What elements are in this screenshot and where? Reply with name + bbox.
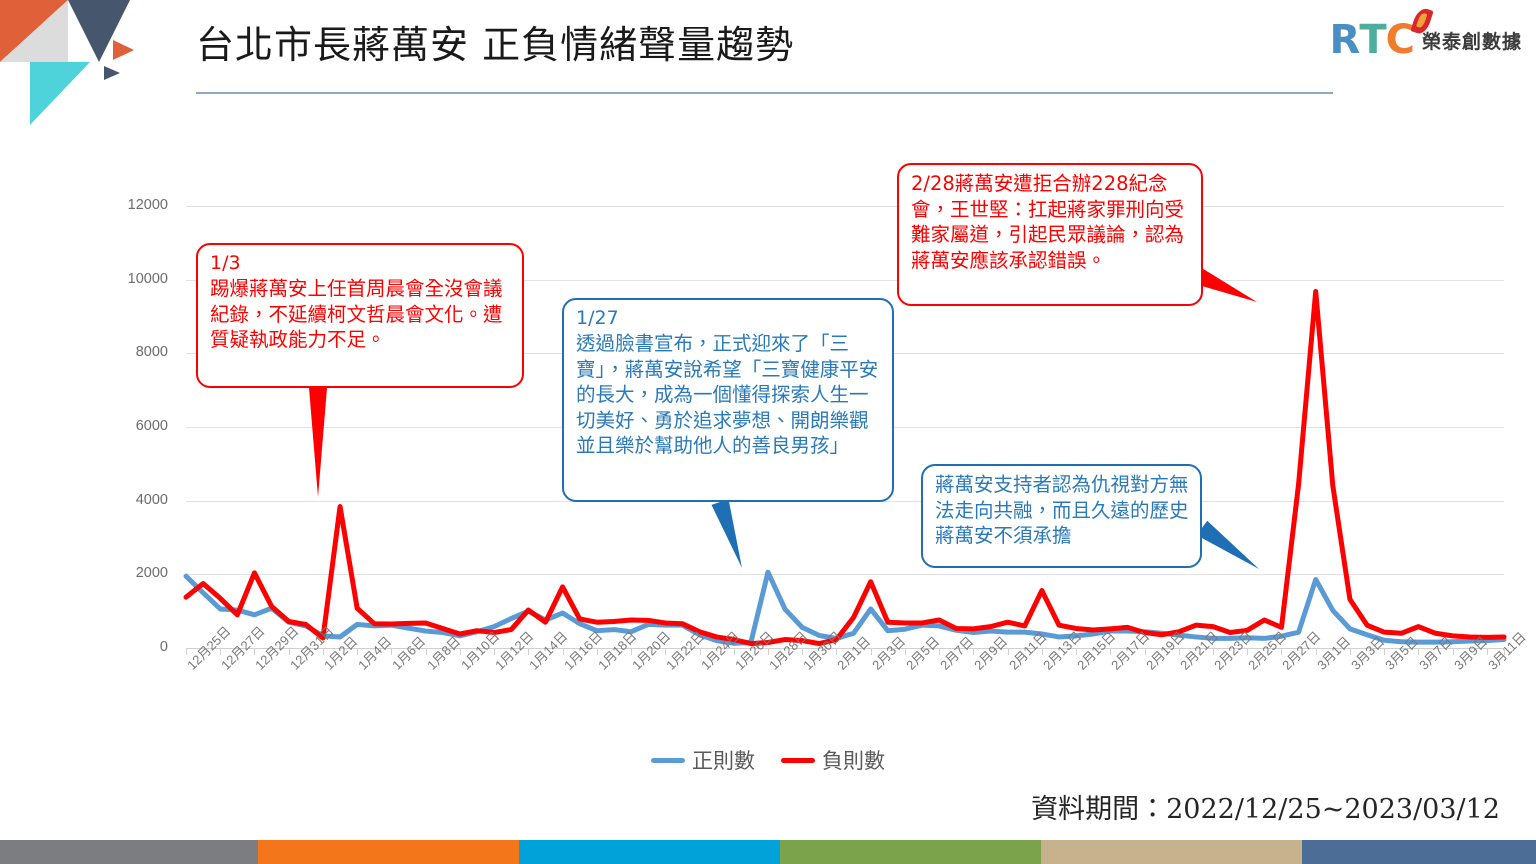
logo-letter-c: C	[1386, 6, 1434, 60]
y-tick-label: 8000	[135, 344, 168, 361]
x-tick-mark	[1315, 648, 1317, 655]
x-tick-mark	[425, 648, 427, 655]
x-tick-mark	[767, 648, 769, 655]
anno-1-3-head: 1/3	[210, 252, 241, 274]
x-tick-mark	[836, 648, 838, 655]
y-tick-label: 12000	[127, 197, 168, 213]
logo-company-name: 榮泰創數據	[1421, 30, 1522, 53]
x-tick-mark	[1281, 648, 1283, 655]
legend-label: 負則數	[822, 749, 885, 773]
x-tick-mark	[1178, 648, 1180, 655]
anno-1-3: 1/3 踢爆蔣萬安上任首周晨會全沒會議紀錄，不延續柯文哲晨會文化。遭質疑執政能力不…	[196, 243, 524, 388]
y-tick-label: 2000	[135, 565, 168, 582]
logo-letter-r: R	[1329, 17, 1361, 63]
x-tick-mark	[322, 648, 324, 655]
x-tick-mark	[1213, 648, 1214, 655]
legend-item[interactable]: 負則數	[781, 745, 885, 775]
legend-label: 正則數	[692, 749, 755, 773]
x-tick-mark	[870, 648, 872, 655]
x-tick-mark	[254, 648, 256, 655]
gridline-12000	[186, 206, 1504, 207]
anno-2-28-body: 2/28蔣萬安遭拒合辦228紀念會，王世堅：扛起蔣家罪刑向受難家屬道，引起民眾議…	[911, 172, 1185, 272]
x-tick-mark	[665, 648, 667, 655]
x-tick-mark	[1247, 648, 1249, 655]
anno-1-27-body: 透過臉書宣布，正式迎來了「三寶」，蔣萬安說希望「三寶健康平安的長大，成為一個懂得…	[576, 332, 879, 457]
x-tick-mark	[494, 648, 496, 655]
x-tick-mark	[1007, 648, 1009, 655]
x-tick-mark	[459, 648, 461, 655]
bottom-bar-segment	[1302, 840, 1536, 864]
x-tick-mark	[1110, 648, 1112, 655]
x-tick-mark	[699, 648, 701, 655]
y-tick-label: 6000	[135, 418, 168, 434]
gridline-10000	[186, 279, 1504, 281]
x-tick-mark	[596, 648, 598, 655]
bottom-bar-segment	[519, 840, 781, 864]
x-tick-mark	[802, 648, 804, 655]
x-tick-mark	[562, 648, 564, 655]
x-tick-mark	[631, 648, 633, 655]
x-tick-mark	[1349, 648, 1351, 655]
brand-triangles-logo	[0, 0, 160, 125]
x-tick-mark	[733, 648, 735, 655]
bottom-bar-segment	[780, 840, 1042, 864]
x-tick-mark	[1384, 648, 1386, 655]
x-tick-mark	[1486, 648, 1488, 655]
bottom-color-bar	[0, 840, 1536, 864]
data-period-note: 資料期間：2022/12/25~2023/03/12	[1031, 794, 1500, 825]
gridline-2000	[186, 574, 1504, 576]
x-tick-mark	[973, 648, 975, 655]
y-tick-label: 10000	[127, 270, 168, 287]
legend-item[interactable]: 正則數	[651, 745, 755, 775]
y-tick-label: 0	[159, 639, 168, 655]
x-tick-mark	[1504, 648, 1505, 655]
triangle-cluster-icon	[0, 0, 134, 125]
rtc-brand-logo: R T C 榮泰創數據	[1329, 6, 1522, 66]
legend-swatch-icon	[781, 757, 815, 763]
x-tick-mark	[220, 648, 222, 655]
x-tick-mark	[186, 648, 187, 655]
series-line-正則數	[183, 569, 1507, 646]
anno-2-28: 2/28蔣萬安遭拒合辦228紀念會，王世堅：扛起蔣家罪刑向受難家屬道，引起民眾議…	[897, 163, 1203, 306]
bottom-bar-segment	[0, 840, 259, 864]
x-tick-mark	[1076, 648, 1078, 655]
y-tick-label: 4000	[135, 491, 168, 508]
x-tick-mark	[1452, 648, 1454, 655]
chart-legend: 正則數 負則數	[0, 745, 1536, 775]
triangle-arrow-orange	[113, 40, 134, 60]
x-tick-mark	[391, 648, 393, 655]
x-tick-mark	[1041, 648, 1043, 655]
anno-1-3-body: 踢爆蔣萬安上任首周晨會全沒會議紀錄，不延續柯文哲晨會文化。遭質疑執政能力不足。	[210, 277, 503, 351]
x-tick-mark	[904, 648, 906, 655]
gridline-0	[186, 648, 1504, 649]
anno-1-27-head: 1/27	[576, 307, 619, 329]
triangle-darkblue	[68, 0, 130, 62]
triangle-cyan	[30, 62, 90, 125]
chart-x-axis: 12月25日 12月27日 12月29日 12月31日 1月2日 1月4日 1月6日 1月8日…	[184, 623, 1529, 718]
series-line-負則數	[183, 288, 1507, 647]
x-tick-mark	[357, 648, 359, 655]
anno-supporters: 蔣萬安支持者認為仇視對方無法走向共融，而且久遠的歷史蔣萬安不須承擔	[921, 464, 1202, 568]
x-tick-mark	[1144, 648, 1146, 655]
anno-1-27: 1/27 透過臉書宣布，正式迎來了「三寶」，蔣萬安說希望「三寶健康平安的長大，成為…	[562, 298, 894, 502]
chart-series-svg	[183, 288, 1507, 647]
triangle-gray	[0, 0, 68, 62]
triangle-arrow-darkblue	[104, 66, 120, 80]
x-tick-mark	[1418, 648, 1420, 655]
title-divider	[196, 92, 1333, 94]
page-title: 台北市長蔣萬安 正負情緒聲量趨勢	[196, 23, 795, 67]
bottom-bar-segment	[258, 840, 520, 864]
legend-swatch-icon	[651, 757, 685, 763]
logo-letter-t: T	[1359, 17, 1386, 63]
x-tick-mark	[528, 648, 530, 655]
anno-supporters-body: 蔣萬安支持者認為仇視對方無法走向共融，而且久遠的歷史蔣萬安不須承擔	[935, 473, 1189, 547]
bottom-bar-segment	[1041, 840, 1303, 864]
x-tick-mark	[939, 648, 941, 655]
x-tick-mark	[288, 648, 290, 655]
